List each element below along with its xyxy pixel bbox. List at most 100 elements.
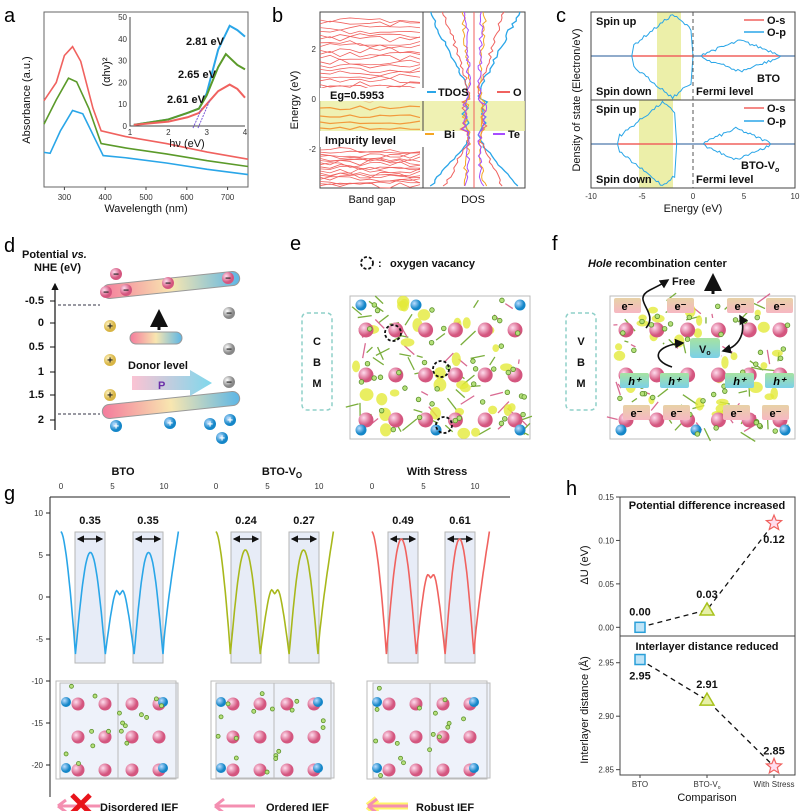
xtick-label: -5	[638, 192, 646, 201]
charge-density-lobe	[770, 387, 779, 400]
o-atom	[757, 349, 764, 356]
panel-label-g: g	[4, 483, 15, 505]
bi-atom	[152, 730, 166, 744]
o-atom	[428, 339, 435, 346]
te-atom	[313, 763, 323, 773]
bi-atom	[226, 697, 240, 711]
cbm-letter: M	[312, 378, 321, 390]
data-label: 0.00	[629, 606, 650, 618]
bond	[766, 349, 771, 365]
ytick-label: -15	[31, 719, 43, 728]
hole-tag	[725, 373, 754, 388]
vbm-letter: M	[576, 378, 585, 390]
band-line	[319, 29, 421, 35]
o-atom	[117, 710, 122, 716]
panel-f-structure: Hole recombination center Free V B M e⁻ e…	[565, 258, 796, 443]
o-atom	[650, 394, 656, 401]
bond	[403, 345, 415, 356]
band-line	[319, 180, 421, 185]
inset-series-1	[133, 52, 246, 126]
o-atom	[402, 385, 408, 391]
o-atom	[445, 724, 451, 730]
trend-line	[639, 658, 775, 767]
o-atom	[639, 318, 645, 325]
electron-ball-sign: −	[113, 270, 119, 281]
electron-tag	[723, 405, 750, 420]
fermi-level-label: Fermi level	[696, 174, 753, 186]
eg-label-bg	[320, 88, 424, 101]
o-atom	[784, 322, 791, 328]
bi-atom	[436, 730, 450, 744]
electron-tag-label: e⁻	[671, 408, 683, 420]
data-label: 2.95	[629, 671, 650, 683]
ytick-label: 0	[38, 317, 44, 329]
o-atom	[390, 426, 396, 433]
bond	[407, 356, 415, 371]
bi-atom	[125, 763, 139, 777]
o-atom	[76, 761, 81, 766]
o-atom	[233, 735, 239, 741]
o-atom	[69, 683, 74, 689]
bi-atom	[125, 730, 139, 744]
o-atom	[772, 428, 778, 434]
electron-tag-label: e⁻	[770, 408, 782, 420]
bi-atom	[125, 697, 139, 711]
band-line	[319, 77, 421, 84]
hole-ball-sign: +	[107, 322, 113, 333]
band-line	[319, 17, 421, 24]
ytick: -2	[309, 145, 317, 154]
o-atom	[122, 723, 128, 729]
legend-colon: :	[378, 258, 382, 270]
hole-ball	[104, 320, 116, 332]
hole-ball-sign: +	[113, 422, 119, 433]
charge-density-lobe	[760, 362, 768, 370]
ytick-label: 2.95	[598, 659, 614, 668]
panel-label-c: c	[556, 5, 566, 27]
o-atom	[754, 314, 760, 321]
charge-density-lobe	[648, 306, 658, 314]
o-atom	[470, 358, 476, 364]
xtick-label: 700	[221, 193, 235, 202]
donor-level-bar	[129, 331, 183, 345]
o-p-curve	[591, 143, 795, 186]
charge-density-lobe	[399, 298, 409, 312]
o-atom	[124, 740, 130, 746]
donor-level-label: Donor level	[128, 360, 188, 372]
ytick-label: 2	[38, 414, 44, 426]
bond	[504, 303, 514, 310]
charge-density-lobe	[614, 343, 623, 351]
o-atom	[742, 318, 748, 324]
o-atom	[471, 381, 477, 387]
ytick-label: 0	[39, 593, 44, 602]
o-atom	[502, 416, 508, 422]
electron-ball	[223, 376, 235, 388]
o-atom	[631, 347, 637, 353]
subplot-title-du: Potential difference increased	[629, 500, 786, 512]
o-atom	[497, 317, 503, 324]
charge-density-lobe	[673, 334, 685, 348]
marker-star	[764, 513, 784, 531]
layer-width-label: 0.27	[293, 515, 314, 527]
bi-atom	[409, 763, 423, 777]
hole-tag-label: h⁺	[733, 376, 747, 388]
vacancy-marker	[435, 416, 453, 434]
bi-atom	[253, 763, 267, 777]
band-line	[319, 70, 421, 77]
band-line	[319, 167, 421, 174]
o-atom	[446, 720, 452, 726]
o-atom	[396, 369, 402, 376]
bond	[444, 424, 454, 433]
te-atom	[469, 697, 479, 707]
o-atom	[264, 769, 270, 775]
bi-atom	[358, 367, 374, 383]
bi-atom	[98, 730, 112, 744]
band-line	[319, 40, 421, 46]
o-atom	[710, 391, 717, 398]
hole-ball-sign: +	[219, 434, 225, 445]
panel-label-a: a	[4, 5, 16, 27]
bi-atom	[649, 412, 665, 428]
bi-atom	[307, 730, 321, 744]
impurity-band-line	[319, 120, 421, 125]
bi-atom	[418, 367, 434, 383]
bond	[399, 353, 412, 357]
